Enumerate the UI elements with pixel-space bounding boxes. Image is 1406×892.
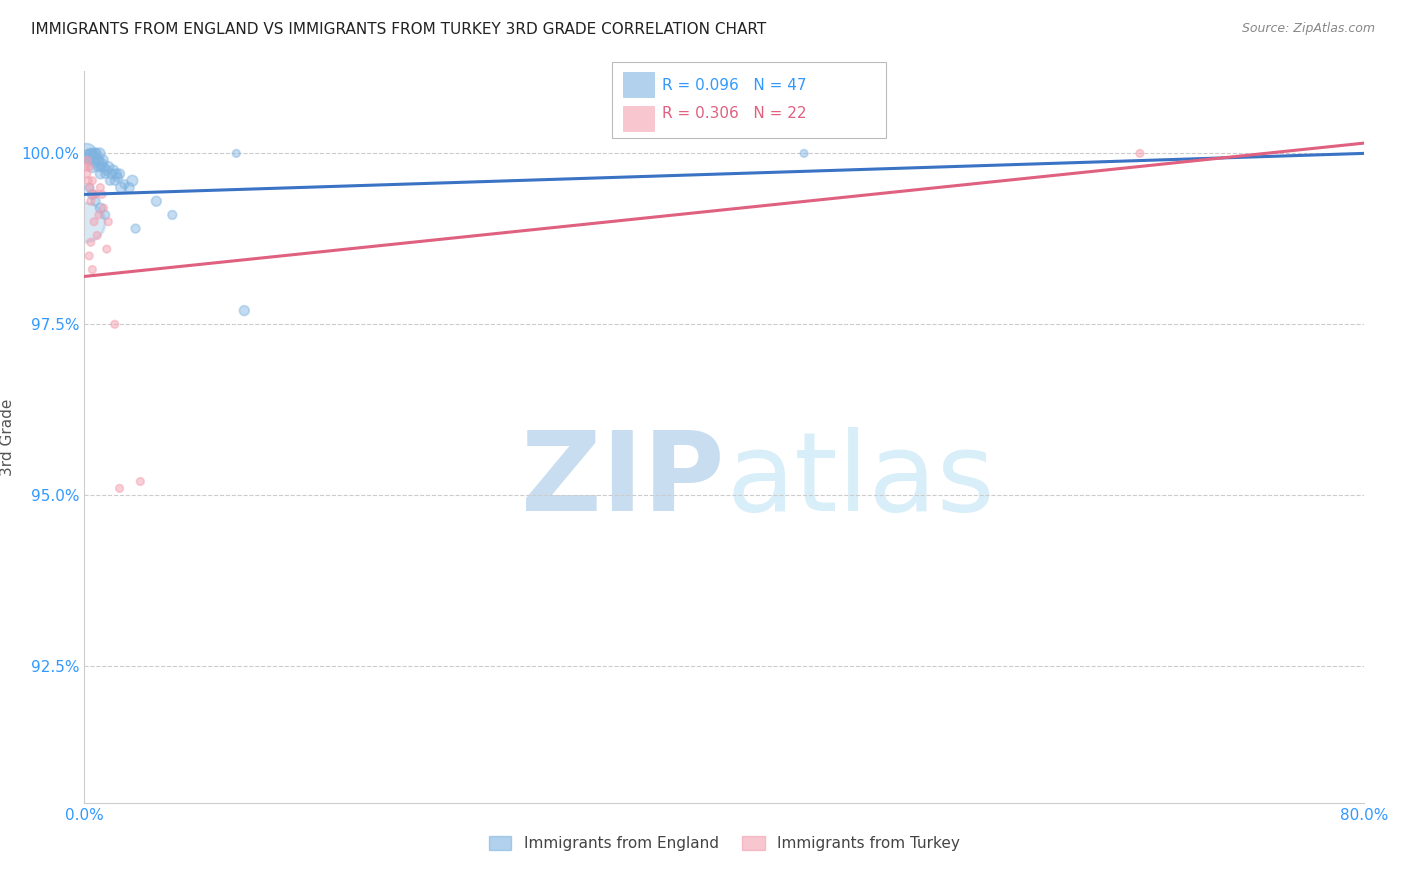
Point xyxy=(96,163,118,178)
Point xyxy=(89,167,111,181)
Point xyxy=(80,235,103,250)
Point xyxy=(77,249,100,263)
Point xyxy=(83,146,105,161)
Point xyxy=(104,174,127,188)
Text: IMMIGRANTS FROM ENGLAND VS IMMIGRANTS FROM TURKEY 3RD GRADE CORRELATION CHART: IMMIGRANTS FROM ENGLAND VS IMMIGRANTS FR… xyxy=(31,22,766,37)
Point xyxy=(90,160,112,174)
Point xyxy=(87,208,110,222)
Point xyxy=(107,170,129,185)
Point xyxy=(124,221,146,235)
Point xyxy=(86,228,108,243)
Legend: Immigrants from England, Immigrants from Turkey: Immigrants from England, Immigrants from… xyxy=(482,830,966,857)
Point xyxy=(77,153,100,168)
Text: R = 0.306   N = 22: R = 0.306 N = 22 xyxy=(662,106,807,121)
Point xyxy=(86,153,108,168)
Point xyxy=(121,174,143,188)
Point xyxy=(91,187,114,202)
Point xyxy=(82,187,104,202)
Point xyxy=(98,174,121,188)
Point xyxy=(225,146,247,161)
Point xyxy=(89,180,111,194)
Point xyxy=(93,160,115,174)
Y-axis label: 3rd Grade: 3rd Grade xyxy=(0,399,14,475)
Point xyxy=(108,481,131,495)
Point xyxy=(96,242,118,256)
Point xyxy=(79,180,101,194)
Point xyxy=(1129,146,1152,161)
Point xyxy=(110,180,132,194)
Point xyxy=(79,146,101,161)
Point xyxy=(76,146,98,161)
Point xyxy=(91,153,114,168)
Point xyxy=(793,146,815,161)
Point xyxy=(94,208,117,222)
Point xyxy=(97,215,120,229)
Point xyxy=(77,174,100,188)
Point xyxy=(84,156,107,170)
Point xyxy=(83,215,105,229)
Point xyxy=(104,318,127,332)
Point xyxy=(75,160,97,174)
Point xyxy=(82,174,104,188)
Point xyxy=(89,146,111,161)
Point xyxy=(82,187,104,202)
Point xyxy=(77,160,100,174)
Point xyxy=(84,194,107,209)
Point xyxy=(77,180,100,194)
Point xyxy=(76,146,98,161)
Point xyxy=(76,167,98,181)
Point xyxy=(105,167,128,181)
Text: atlas: atlas xyxy=(727,427,995,534)
Point xyxy=(145,194,167,209)
Point xyxy=(83,153,105,168)
Point xyxy=(89,201,111,215)
Point xyxy=(108,167,131,181)
Point xyxy=(86,146,108,161)
Point xyxy=(82,160,104,174)
Point xyxy=(82,146,104,161)
Point xyxy=(77,153,100,168)
Point xyxy=(76,153,98,168)
Point xyxy=(233,303,256,318)
Point xyxy=(129,475,152,489)
Point xyxy=(94,167,117,181)
Point xyxy=(82,262,104,277)
Point xyxy=(80,194,103,209)
Point xyxy=(100,167,122,181)
Point xyxy=(91,156,114,170)
Point xyxy=(80,146,103,161)
Point xyxy=(118,180,141,194)
Text: Source: ZipAtlas.com: Source: ZipAtlas.com xyxy=(1241,22,1375,36)
Text: ZIP: ZIP xyxy=(520,427,724,534)
Point xyxy=(93,201,115,215)
Point xyxy=(87,160,110,174)
Point xyxy=(87,153,110,168)
Point xyxy=(97,160,120,174)
Point xyxy=(84,187,107,202)
Text: R = 0.096   N = 47: R = 0.096 N = 47 xyxy=(662,78,807,94)
Point xyxy=(112,177,135,191)
Point xyxy=(101,163,124,178)
Point xyxy=(162,208,184,222)
Point xyxy=(75,215,97,229)
